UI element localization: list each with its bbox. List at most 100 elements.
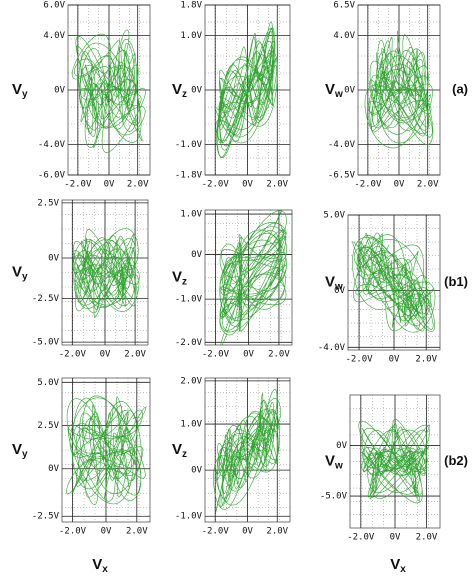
y-tick-label: -5.0V <box>320 492 348 502</box>
y-tick-label: -1.8V <box>175 171 203 181</box>
panel: 5.0V 0V -4.0V -2.0V 0V 2.0V Vw <box>318 211 441 365</box>
y-tick-label: 0V <box>191 466 202 476</box>
y-tick-label: 0V <box>191 250 202 260</box>
x-tick-label: 0V <box>101 527 112 537</box>
trace <box>72 228 140 318</box>
x-tick-label: 0V <box>104 180 115 190</box>
x-tick-label: 0V <box>100 350 111 360</box>
panel: 2.0V 1.0V 0V -1.0V -2.0V 0V 2.0V Vz <box>172 376 291 537</box>
x-tick-label: -2.0V <box>354 180 382 190</box>
trace <box>351 232 436 333</box>
y-axis-label-sub: z <box>182 449 187 460</box>
x-tick-label: 2.0V <box>127 180 149 190</box>
x-tick-label: 0V <box>394 180 405 190</box>
panel: 1.0V 0V -1.0V -2.0V -2.0V 0V 2.0V Vz <box>172 210 293 360</box>
trace <box>219 210 287 345</box>
x-tick-label: -2.0V <box>345 355 373 365</box>
panel: 6.5V 4.0V 0V -4.0V -6.5V-2.0V 0V 2.0V Vw <box>325 1 441 190</box>
row-label: (a) <box>452 81 468 96</box>
y-axis-label-sub: y <box>22 271 28 282</box>
x-tick-label: -2.0V <box>64 180 92 190</box>
y-tick-label: 1.0V <box>180 210 202 220</box>
y-tick-label: 0V <box>48 464 59 474</box>
x-tick-label: 2.0V <box>417 180 439 190</box>
trace <box>66 395 147 506</box>
row-label: (b2) <box>444 453 468 468</box>
y-tick-label: -5.0V <box>32 338 60 348</box>
y-axis-label: Vy <box>12 441 28 460</box>
x-tick-label: -2.0V <box>202 527 230 537</box>
x-tick-label: -2.0V <box>59 527 87 537</box>
y-tick-label: 0V <box>48 254 59 264</box>
y-tick-label: 5.0V <box>37 378 59 388</box>
x-axis-label-sub: x <box>400 564 406 575</box>
y-tick-label: 1.0V <box>180 31 202 41</box>
trace <box>364 30 434 149</box>
y-tick-label: 1.0V <box>180 420 202 430</box>
x-tick-label: -2.0V <box>59 350 87 360</box>
x-tick-label: 0V <box>242 527 253 537</box>
x-tick-label: 2.0V <box>268 350 290 360</box>
trace <box>71 29 146 153</box>
y-tick-label: 0V <box>344 86 355 96</box>
y-tick-label: 0V <box>191 86 202 96</box>
x-tick-label: 0V <box>390 533 401 543</box>
y-axis-label-sub: y <box>22 89 28 100</box>
y-tick-label: 6.5V <box>333 1 355 11</box>
y-axis-label-main: V <box>172 268 182 285</box>
y-tick-label: -4.0V <box>38 140 66 150</box>
y-tick-label: 4.0V <box>43 31 65 41</box>
y-axis-label-sub: z <box>182 276 187 287</box>
panel: 1.8V 1.0V 0V -1.0V -1.8V-2.0V 0V 2.0V Vz <box>172 1 291 190</box>
y-tick-label: 2.5V <box>37 198 59 208</box>
y-tick-label: 0V <box>334 286 345 296</box>
y-axis-label-main: V <box>172 81 182 98</box>
y-axis-label: Vz <box>172 441 187 460</box>
y-axis-label-sub: w <box>334 89 343 100</box>
y-tick-label: 0V <box>54 86 65 96</box>
y-axis-label-main: V <box>12 263 22 280</box>
panel: 5.0V 2.5V 0V -2.5V -2.0V 0V 2.0V Vy <box>12 377 151 537</box>
y-axis-label: Vz <box>172 81 187 100</box>
trace <box>358 418 430 504</box>
y-tick-label: -2.5V <box>32 512 60 522</box>
y-tick-label: -2.5V <box>32 294 60 304</box>
x-tick-label: 2.0V <box>124 350 146 360</box>
y-tick-label: -4.0V <box>318 343 346 353</box>
y-tick-label: 4.0V <box>333 31 355 41</box>
panel: 2.5V 0V -2.5V -5.0V -2.0V 0V 2.0V Vy <box>12 198 149 360</box>
panel: 0V -5.0V -2.0V 0V 2.0V Vw <box>320 394 441 543</box>
y-axis-label-main: V <box>12 441 22 458</box>
y-tick-label: 2.5V <box>37 421 59 431</box>
y-tick-label: -2.0V <box>175 338 203 348</box>
y-tick-label: -1.0V <box>175 512 203 522</box>
x-tick-label: 2.0V <box>415 355 437 365</box>
x-tick-label: 0V <box>389 355 400 365</box>
trace <box>214 21 278 159</box>
x-tick-label: 2.0V <box>416 533 438 543</box>
y-axis-label: Vw <box>325 81 343 100</box>
x-tick-label: 2.0V <box>266 180 288 190</box>
x-tick-label: 2.0V <box>266 527 288 537</box>
y-tick-label: 5.0V <box>323 211 345 221</box>
y-tick-label: -1.0V <box>175 140 203 150</box>
y-axis-label-sub: w <box>334 281 343 292</box>
x-tick-label: -2.0V <box>347 533 375 543</box>
x-tick-label: 0V <box>243 350 254 360</box>
x-axis-label: Vx <box>390 556 406 575</box>
y-axis-label: Vw <box>325 273 343 292</box>
y-axis-label-main: V <box>325 452 335 469</box>
x-tick-label: -2.0V <box>202 180 230 190</box>
y-tick-label: 6.0V <box>43 1 65 11</box>
y-axis-label-main: V <box>12 81 22 98</box>
y-axis-label: Vy <box>12 263 28 282</box>
x-tick-label: 2.0V <box>126 527 148 537</box>
y-tick-label: -6.5V <box>328 171 356 181</box>
x-axis-label-main: V <box>390 556 400 573</box>
y-tick-label: -4.0V <box>328 140 356 150</box>
y-tick-label: -1.0V <box>175 295 203 305</box>
y-axis-label-main: V <box>172 441 182 458</box>
x-axis-label-main: V <box>92 556 102 573</box>
y-axis-label: Vz <box>172 268 187 287</box>
x-tick-label: 0V <box>242 180 253 190</box>
